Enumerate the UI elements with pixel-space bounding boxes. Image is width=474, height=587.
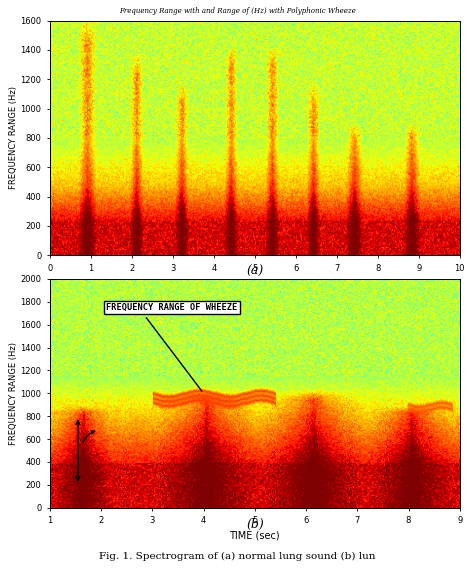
Text: FREQUENCY RANGE OF WHEEZE: FREQUENCY RANGE OF WHEEZE [106,303,237,312]
X-axis label: TIME (sec): TIME (sec) [229,278,280,288]
Text: Frequency Range with and Range of (Hz) with Polyphonic Wheeze: Frequency Range with and Range of (Hz) w… [118,7,356,15]
X-axis label: TIME (sec): TIME (sec) [229,531,280,541]
Y-axis label: FREQUENCY RANGE (Hz): FREQUENCY RANGE (Hz) [9,86,18,190]
Text: (b): (b) [246,518,264,531]
Y-axis label: FREQUENCY RANGE (Hz): FREQUENCY RANGE (Hz) [9,342,18,445]
Text: Fig. 1. Spectrogram of (a) normal lung sound (b) lun: Fig. 1. Spectrogram of (a) normal lung s… [99,552,375,561]
Text: (a): (a) [246,265,264,278]
